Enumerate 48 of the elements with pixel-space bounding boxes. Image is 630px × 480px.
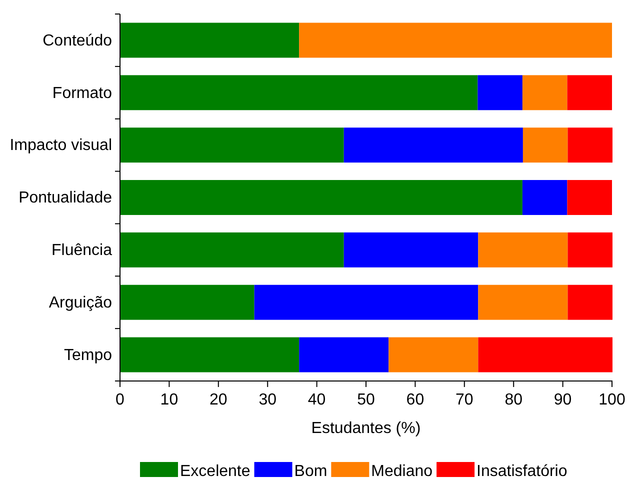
bar <box>299 337 389 372</box>
bar <box>120 232 344 268</box>
bar <box>120 337 300 372</box>
y-tick-label: Formato <box>52 84 112 102</box>
bar <box>568 128 612 163</box>
x-tick-label: 80 <box>504 391 523 408</box>
bar <box>478 75 522 110</box>
bar <box>567 75 612 110</box>
bar <box>478 284 568 320</box>
bar <box>344 128 523 163</box>
y-tick-label: Fluência <box>52 242 112 260</box>
x-tick-label: 10 <box>160 391 178 408</box>
legend-label: Bom <box>294 463 328 480</box>
y-tick-label: Arguição <box>48 294 112 312</box>
x-tick-label: 0 <box>116 391 125 408</box>
bar <box>388 337 478 372</box>
x-tick-label: 60 <box>406 391 424 408</box>
x-tick-label: 100 <box>598 391 626 408</box>
x-tick-label: 30 <box>258 391 277 408</box>
bar <box>568 232 612 268</box>
bar <box>522 75 568 110</box>
y-tick-label: Tempo <box>64 346 112 364</box>
bar <box>568 284 612 320</box>
bar <box>120 284 254 320</box>
bar <box>344 232 478 268</box>
bar <box>120 128 344 163</box>
bar <box>478 232 568 268</box>
x-tick-label: 20 <box>210 391 228 408</box>
bar <box>478 337 612 372</box>
bar <box>120 180 522 215</box>
x-tick-label: 40 <box>308 391 326 408</box>
bar <box>120 22 300 58</box>
bar <box>522 180 568 215</box>
bar <box>299 22 612 58</box>
bar <box>567 180 612 215</box>
x-axis-title: Estudantes (%) <box>311 420 421 437</box>
bar <box>522 128 568 163</box>
x-tick-label: 50 <box>357 391 375 408</box>
bar <box>254 284 478 320</box>
y-tick-label: Pontualidade <box>18 190 112 207</box>
legend-label: Mediano <box>371 463 433 480</box>
y-tick-label: Impacto visual <box>10 137 112 154</box>
x-tick-label: 70 <box>456 391 474 408</box>
bar <box>120 75 478 110</box>
y-tick-label: Conteúdo <box>42 32 112 50</box>
legend-label: Excelente <box>180 463 250 480</box>
legend-label: Insatisfatório <box>476 463 568 480</box>
x-tick-label: 90 <box>554 391 572 408</box>
